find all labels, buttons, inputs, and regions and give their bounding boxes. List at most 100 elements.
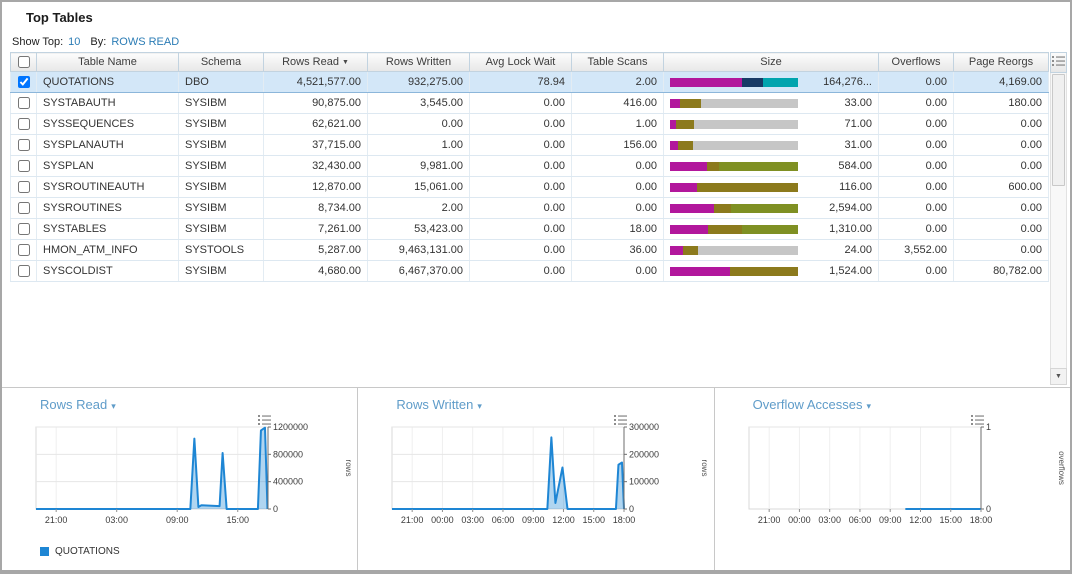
by-value-link[interactable]: ROWS READ (111, 36, 180, 48)
table-scrollbar[interactable]: ▼ (1050, 52, 1067, 385)
cell-table-scans: 2.00 (571, 71, 664, 93)
cell-rows-read: 4,521,577.00 (263, 71, 368, 93)
table-row-sysroutines[interactable]: SYSROUTINES SYSIBM 8,734.00 2.00 0.00 0.00 2,5… (10, 197, 1049, 219)
table-row-sysplanauth[interactable]: SYSPLANAUTH SYSIBM 37,715.00 1.00 0.00 156.00… (10, 134, 1049, 156)
select-all-checkbox[interactable] (17, 56, 30, 69)
row-checkbox[interactable] (17, 265, 30, 278)
chart-svg: 0 100000 200000 300000 21:00 00:00 03:00 06:00 0… (391, 422, 709, 525)
cell-avg-lock-wait: 0.00 (469, 218, 572, 240)
column-header-avg-lock-wait[interactable]: Avg Lock Wait (469, 52, 572, 72)
svg-text:15:00: 15:00 (939, 515, 962, 525)
size-bar (670, 224, 798, 234)
chart-menu-icon[interactable] (614, 413, 628, 425)
svg-text:09:00: 09:00 (522, 515, 545, 525)
row-checkbox[interactable] (17, 118, 30, 131)
show-top-value-link[interactable]: 10 (68, 36, 81, 48)
chart-svg: 0 1 21:00 00:00 03:00 06:00 09:00 12:00 15:00 18:… (748, 422, 1066, 525)
row-checkbox[interactable] (17, 139, 30, 152)
svg-text:15:00: 15:00 (226, 515, 249, 525)
column-header-overflows[interactable]: Overflows (878, 52, 954, 72)
column-header-rows-read[interactable]: Rows Read ▼ (263, 52, 368, 72)
chart-title-overflow-accesses[interactable]: Overflow Accesses ▾ (753, 397, 1070, 413)
cell-size: 24.00 (663, 239, 879, 261)
cell-page-reorgs: 0.00 (953, 134, 1049, 156)
cell-avg-lock-wait: 0.00 (469, 92, 572, 114)
svg-text:06:00: 06:00 (492, 515, 515, 525)
chart-title-text: Rows Written (396, 397, 474, 412)
chart-menu-icon[interactable] (970, 413, 984, 425)
table-row-systables[interactable]: SYSTABLES SYSIBM 7,261.00 53,423.00 0.00 18.0… (10, 218, 1049, 240)
cell-name: SYSCOLDIST (36, 260, 179, 282)
cell-overflows: 0.00 (878, 218, 954, 240)
table-row-syssequences[interactable]: SYSSEQUENCES SYSIBM 62,621.00 0.00 0.00 1.00 7… (10, 113, 1049, 135)
size-bar (670, 203, 798, 213)
size-bar (670, 266, 798, 276)
size-bar (670, 98, 798, 108)
svg-text:00:00: 00:00 (788, 515, 811, 525)
row-checkbox-cell (10, 197, 37, 219)
table-row-sysroutineauth[interactable]: SYSROUTINEAUTH SYSIBM 12,870.00 15,061.00 0.… (10, 176, 1049, 198)
cell-name: SYSROUTINES (36, 197, 179, 219)
cell-avg-lock-wait: 0.00 (469, 197, 572, 219)
cell-table-scans: 0.00 (571, 176, 664, 198)
cell-name: SYSSEQUENCES (36, 113, 179, 135)
cell-size: 116.00 (663, 176, 879, 198)
cell-size: 1,310.00 (663, 218, 879, 240)
svg-text:06:00: 06:00 (848, 515, 871, 525)
top-tables-table: Table Name Schema Rows Read ▼ Rows Written Av… (10, 52, 1049, 282)
cell-rows-written: 3,545.00 (367, 92, 470, 114)
size-bar (670, 161, 798, 171)
column-header-size[interactable]: Size (663, 52, 879, 72)
cell-overflows: 0.00 (878, 176, 954, 198)
sort-desc-icon: ▼ (341, 59, 349, 66)
chart-panel-rows-read: Rows Read ▾ 0 400000 800000 1200000 21:00 03:0… (2, 388, 357, 570)
row-checkbox[interactable] (17, 97, 30, 110)
scrollbar-thumb[interactable] (1052, 74, 1065, 186)
cell-schema: SYSIBM (178, 176, 264, 198)
cell-size: 33.00 (663, 92, 879, 114)
scrollbar-track[interactable] (1050, 73, 1067, 368)
row-checkbox[interactable] (17, 181, 30, 194)
table-row-systabauth[interactable]: SYSTABAUTH SYSIBM 90,875.00 3,545.00 0.00 416… (10, 92, 1049, 114)
cell-name: SYSPLANAUTH (36, 134, 179, 156)
table-row-syscoldist[interactable]: SYSCOLDIST SYSIBM 4,680.00 6,467,370.00 0.00… (10, 260, 1049, 282)
cell-table-scans: 0.00 (571, 197, 664, 219)
table-row-hmon_atm_info[interactable]: HMON_ATM_INFO SYSTOOLS 5,287.00 9,463,131.0… (10, 239, 1049, 261)
column-header-schema[interactable]: Schema (178, 52, 264, 72)
cell-table-scans: 156.00 (571, 134, 664, 156)
row-checkbox[interactable] (17, 202, 30, 215)
row-checkbox[interactable] (17, 76, 30, 89)
cell-overflows: 0.00 (878, 71, 954, 93)
svg-text:03:00: 03:00 (818, 515, 841, 525)
cell-name: SYSTABAUTH (36, 92, 179, 114)
scroll-down-button[interactable]: ▼ (1050, 368, 1067, 385)
column-header-table-name[interactable]: Table Name (36, 52, 179, 72)
svg-text:21:00: 21:00 (758, 515, 781, 525)
chart-menu-icon[interactable] (258, 413, 271, 425)
chart-title-rows-read[interactable]: Rows Read ▾ (40, 397, 357, 413)
cell-table-scans: 1.00 (571, 113, 664, 135)
table-controls: Show Top: 10 By: ROWS READ (12, 36, 189, 48)
table-row-sysplan[interactable]: SYSPLAN SYSIBM 32,430.00 9,981.00 0.00 0.00 58… (10, 155, 1049, 177)
table-row-quotations[interactable]: QUOTATIONS DBO 4,521,577.00 932,275.00 78.94… (10, 71, 1049, 93)
chart-title-rows-written[interactable]: Rows Written ▾ (396, 397, 713, 413)
svg-text:21:00: 21:00 (401, 515, 424, 525)
cell-rows-read: 8,734.00 (263, 197, 368, 219)
row-checkbox[interactable] (17, 160, 30, 173)
column-header-page-reorgs[interactable]: Page Reorgs (953, 52, 1049, 72)
row-checkbox[interactable] (17, 244, 30, 257)
row-checkbox-cell (10, 134, 37, 156)
cell-schema: SYSIBM (178, 260, 264, 282)
cell-rows-read: 4,680.00 (263, 260, 368, 282)
row-checkbox[interactable] (17, 223, 30, 236)
column-header-table-scans[interactable]: Table Scans (571, 52, 664, 72)
cell-size: 584.00 (663, 155, 879, 177)
cell-schema: SYSIBM (178, 155, 264, 177)
chevron-down-icon: ▾ (111, 401, 116, 411)
cell-rows-written: 932,275.00 (367, 71, 470, 93)
chart-legend: QUOTATIONS (40, 546, 357, 557)
column-header-rows-written[interactable]: Rows Written (367, 52, 470, 72)
column-config-button[interactable] (1050, 52, 1067, 73)
row-checkbox-cell (10, 176, 37, 198)
cell-name: SYSPLAN (36, 155, 179, 177)
